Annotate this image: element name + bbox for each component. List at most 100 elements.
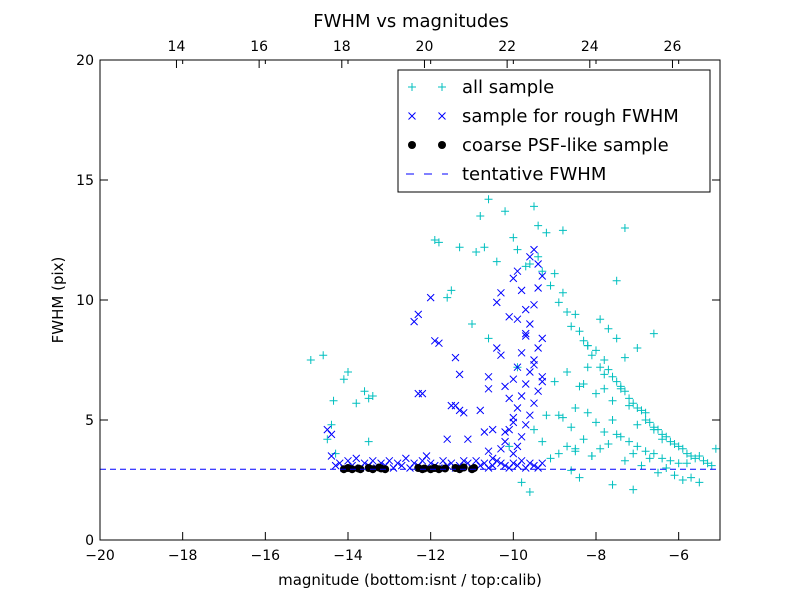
rough-fwhm-point	[327, 452, 336, 460]
top-x-tick-label: 20	[416, 39, 434, 55]
all-sample-point	[579, 435, 588, 444]
all-sample-point	[579, 380, 588, 388]
series-plus	[306, 125, 720, 496]
all-sample-point	[612, 276, 621, 285]
rough-fwhm-point	[497, 459, 505, 468]
all-sample-point	[612, 334, 621, 343]
all-sample-point	[600, 356, 609, 364]
rough-fwhm-point	[521, 305, 530, 314]
psf-like-point	[441, 464, 450, 473]
all-sample-point	[604, 365, 613, 374]
rough-fwhm-point	[414, 310, 423, 319]
all-sample-point	[542, 411, 551, 420]
rough-fwhm-point	[530, 399, 538, 408]
rough-fwhm-point	[464, 435, 472, 444]
rough-fwhm-point	[497, 288, 505, 297]
all-sample-point	[616, 432, 625, 441]
all-sample-point	[629, 485, 638, 494]
all-sample-point	[637, 406, 646, 415]
rough-fwhm-point	[521, 329, 530, 338]
all-sample-point	[608, 396, 617, 405]
y-tick-label: 5	[85, 413, 94, 429]
rough-fwhm-point	[534, 284, 542, 292]
x-tick-label: −18	[168, 548, 198, 564]
rough-fwhm-point	[526, 368, 534, 376]
rough-fwhm-point	[509, 418, 518, 427]
all-sample-point	[670, 471, 679, 480]
rough-fwhm-point	[509, 459, 518, 468]
all-sample-point	[360, 387, 369, 396]
top-x-tick-label: 18	[333, 39, 351, 55]
all-sample-point	[654, 468, 662, 477]
rough-fwhm-point	[385, 456, 394, 465]
rough-fwhm-point	[517, 286, 526, 295]
rough-fwhm-point	[492, 344, 501, 352]
all-sample-point	[641, 408, 650, 417]
rough-fwhm-point	[488, 425, 497, 434]
rough-fwhm-point	[513, 363, 522, 372]
all-sample-point	[571, 404, 580, 412]
all-sample-point	[525, 488, 534, 496]
all-sample-point	[558, 413, 567, 422]
y-axis-title: FWHM (pix)	[49, 257, 67, 344]
legend-marker-dot	[438, 141, 446, 149]
all-sample-point	[703, 459, 712, 468]
all-sample-point	[666, 437, 675, 446]
legend: all sample sample for rough FWHM coarse PS…	[397, 69, 711, 193]
all-sample-point	[430, 236, 439, 244]
legend-label: sample for rough FWHM	[462, 106, 679, 127]
all-sample-point	[550, 377, 559, 386]
all-sample-point	[637, 461, 646, 470]
all-sample-point	[625, 401, 634, 410]
all-sample-point	[530, 425, 538, 434]
all-sample-point	[443, 293, 452, 302]
top-x-tick-label: 16	[250, 39, 268, 55]
all-sample-point	[364, 394, 373, 403]
all-sample-point	[645, 418, 654, 427]
all-sample-point	[695, 452, 704, 460]
all-sample-point	[476, 212, 485, 220]
rough-fwhm-point	[513, 442, 522, 451]
psf-like-point	[434, 465, 443, 474]
rough-fwhm-point	[459, 456, 468, 465]
rough-fwhm-point	[530, 245, 538, 254]
rough-fwhm-point	[422, 452, 431, 460]
all-sample-point	[563, 368, 572, 376]
all-sample-point	[323, 435, 332, 444]
all-sample-point	[579, 336, 588, 345]
x-tick-label: −20	[85, 548, 115, 564]
all-sample-point	[339, 375, 348, 384]
all-sample-point	[534, 252, 543, 261]
rough-fwhm-point	[397, 461, 406, 470]
all-sample-point	[554, 411, 563, 420]
x-tick-label: −8	[586, 548, 607, 564]
all-sample-point	[517, 478, 526, 487]
rough-fwhm-point	[505, 394, 514, 403]
rough-fwhm-point	[538, 272, 547, 280]
rough-fwhm-point	[513, 404, 522, 412]
all-sample-point	[711, 444, 720, 453]
all-sample-point	[368, 392, 377, 400]
all-sample-point	[567, 423, 576, 432]
rough-fwhm-point	[484, 384, 493, 393]
all-sample-point	[620, 456, 629, 465]
rough-fwhm-point	[526, 459, 534, 468]
all-sample-point	[658, 435, 667, 444]
all-sample-point	[612, 430, 621, 439]
y-tick-label: 10	[76, 293, 94, 309]
all-sample-point	[649, 329, 658, 338]
all-sample-point	[612, 377, 621, 386]
all-sample-point	[645, 454, 654, 463]
rough-fwhm-point	[331, 461, 340, 470]
rough-fwhm-point	[484, 464, 493, 472]
rough-fwhm-point	[352, 454, 361, 463]
rough-fwhm-point	[455, 406, 464, 415]
y-tick-label: 15	[76, 173, 94, 189]
rough-fwhm-point	[455, 370, 464, 379]
all-sample-point	[633, 420, 642, 429]
all-sample-point	[484, 334, 493, 343]
all-sample-point	[587, 351, 596, 360]
rough-fwhm-point	[501, 461, 509, 470]
top-x-tick-label: 22	[498, 39, 516, 55]
rough-fwhm-point	[526, 320, 534, 328]
